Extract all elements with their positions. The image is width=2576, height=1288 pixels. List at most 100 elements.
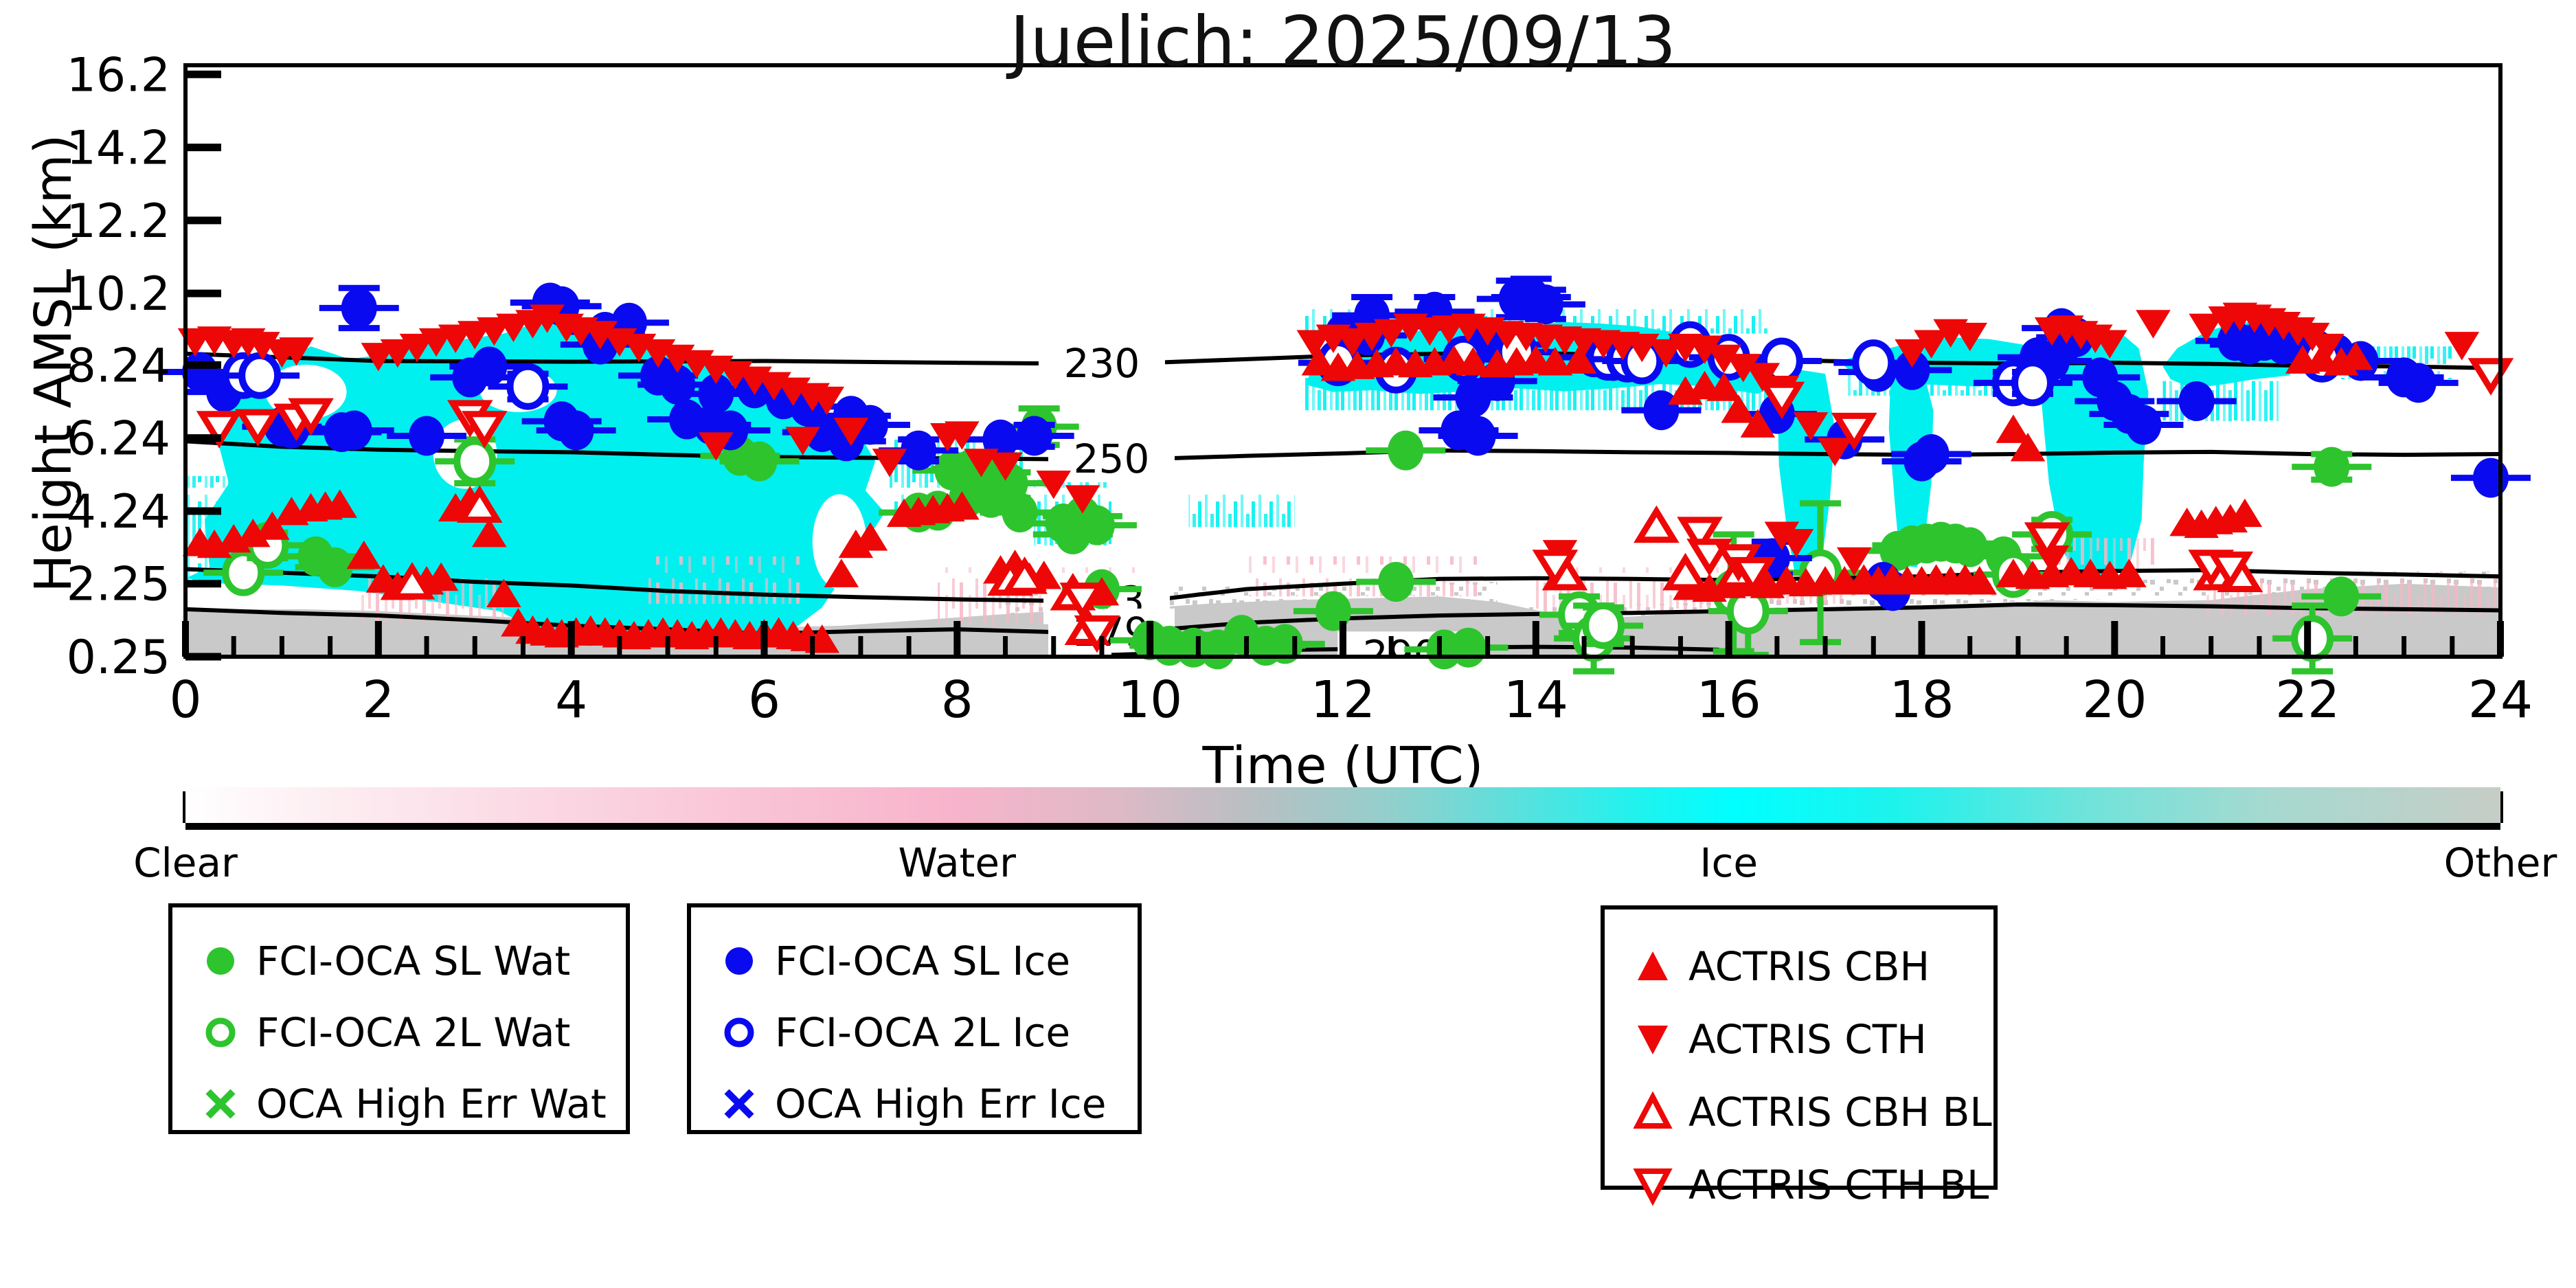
legend-actris: ACTRIS CBH ACTRIS CTH ACTRIS CBH BL ACTRIS …: [1601, 905, 1998, 1208]
tri-down-filled-marker: [964, 449, 999, 477]
region-ice-hole-4: [812, 494, 867, 589]
glyph: [1633, 1168, 1673, 1206]
tri-up-open-marker: [1662, 552, 1708, 591]
x-tick-label: 20: [2082, 670, 2147, 730]
x-tick-label: 12: [1311, 670, 1375, 730]
series-actris-cth-bl: [196, 358, 2514, 653]
y-tick-label: 10.2: [67, 267, 170, 321]
y-tick-label: 6.24: [67, 412, 170, 466]
legend-marker-x-icon: [205, 1089, 236, 1119]
x-tick-label: 2: [362, 670, 394, 730]
circle-open-marker: [1852, 339, 1895, 387]
tri-down-filled-marker: [2444, 332, 2480, 361]
tri-down-open-marker: [196, 411, 242, 449]
tri-down-filled-marker: [698, 432, 734, 461]
tri-down-filled-marker: [583, 321, 618, 350]
contour-label-bg-250: [1048, 435, 1175, 482]
circle-filled-marker: [2178, 381, 2215, 421]
tri-up-filled-marker: [1740, 409, 1776, 438]
tri-up-filled-marker: [1706, 372, 1741, 401]
circle-open-marker: [2291, 615, 2334, 662]
y-tick-label: 16.2: [67, 48, 170, 102]
legend-marker-tri-up-filled-icon: [1638, 951, 1668, 980]
legend-item-fci-oca-sl-ice: FCI-OCA SL Ice: [719, 928, 1117, 994]
legend-ice: FCI-OCA SL Ice FCI-OCA 2L Ice OCA High Err…: [687, 903, 1142, 1134]
legend-item-fci-oca-2l-wat: FCI-OCA 2L Wat: [200, 999, 605, 1065]
circle-filled-marker: [901, 430, 937, 471]
legend-item-label: FCI-OCA SL Ice: [775, 938, 1071, 984]
glyph: [724, 1089, 754, 1119]
x-axis-label: Time (UTC): [1202, 736, 1484, 795]
tri-down-filled-marker: [1036, 471, 1072, 499]
legend-item-label: OCA High Err Wat: [256, 1081, 607, 1127]
x-tick-label: 8: [941, 670, 973, 730]
colorbar-baseline: [185, 823, 2500, 830]
tri-down-filled-marker: [1793, 412, 1829, 441]
legend-item-label: ACTRIS CTH BL: [1688, 1162, 1989, 1208]
y-tick-label: 12.2: [67, 194, 170, 249]
legend-marker-circle-filled-icon: [207, 947, 234, 975]
tri-down-open-marker: [1677, 517, 1723, 554]
tri-up-filled-marker: [322, 489, 357, 518]
tri-down-open-marker: [234, 409, 281, 447]
circle-filled-marker: [558, 410, 594, 451]
circle-filled-marker: [1913, 434, 1950, 475]
tri-down-filled-marker: [945, 421, 980, 450]
tri-down-open-marker: [2024, 522, 2070, 560]
tri-down-open-marker: [1730, 556, 1776, 595]
tri-up-filled-marker: [838, 529, 874, 558]
x-tick-label: 14: [1504, 670, 1568, 730]
circle-filled-marker: [973, 477, 1009, 518]
legend-marker-tri-down-open-icon: [1633, 1168, 1673, 1206]
tri-down-open-marker: [1831, 412, 1877, 451]
tri-down-open-marker: [1059, 583, 1106, 620]
legend-item-label: FCI-OCA 2L Wat: [256, 1009, 571, 1056]
tri-up-filled-marker: [486, 578, 521, 608]
tri-up-filled-marker: [2112, 558, 2147, 587]
circle-filled-marker: [2400, 363, 2437, 403]
tri-down-filled-marker: [833, 418, 869, 447]
contour-279: [1164, 602, 2500, 632]
circle-open-marker: [506, 363, 550, 410]
circle-open-marker: [222, 549, 265, 596]
tri-down-filled-marker: [1373, 319, 1409, 348]
tri-up-filled-marker: [2338, 341, 2373, 370]
x-tick-label: 4: [555, 670, 587, 730]
tri-down-filled-marker: [1296, 330, 1332, 359]
legend-item-oca-high-err-wat: OCA High Err Wat: [200, 1071, 607, 1137]
glyph: [724, 1017, 754, 1048]
tri-down-filled-marker: [530, 304, 565, 333]
legend-item-actris-cth-bl: ACTRIS CTH BL: [1632, 1149, 1989, 1221]
series-fci-oca-sl-wat: [275, 405, 2382, 670]
circle-filled-marker: [1016, 416, 1052, 456]
tri-down-filled-marker: [2136, 310, 2171, 339]
tri-up-filled-marker: [2227, 498, 2263, 528]
region-ice-streak-mid-3: [1188, 490, 1295, 528]
circle-filled-marker: [471, 346, 508, 387]
x-tick-label: 0: [169, 670, 201, 730]
tri-up-open-marker: [389, 562, 436, 600]
tri-up-open-marker: [456, 485, 503, 523]
tri-up-filled-marker: [235, 518, 271, 547]
circle-filled-marker: [1450, 627, 1487, 668]
tri-up-filled-marker: [346, 540, 382, 569]
classification-colorbar: [185, 787, 2500, 823]
contour-273: [1159, 568, 2500, 602]
tri-down-filled-marker: [809, 386, 845, 416]
legend-marker-circle-open-icon: [205, 1017, 236, 1048]
circle-open-marker: [1582, 602, 1625, 649]
tri-down-open-marker: [461, 411, 508, 449]
legend-ice-items: FCI-OCA SL Ice FCI-OCA 2L Ice OCA High Err…: [719, 928, 1117, 1137]
contour-label-bg-230: [1038, 340, 1165, 387]
tri-down-filled-marker: [1895, 339, 1930, 368]
tri-down-filled-marker: [2189, 313, 2224, 343]
tri-up-filled-marker: [423, 562, 459, 591]
tri-down-open-marker: [2467, 358, 2514, 396]
circle-filled-marker: [1527, 284, 1563, 325]
x-tick-label: 6: [748, 670, 780, 730]
tri-down-filled-marker: [1687, 335, 1722, 364]
legend-item-label: OCA High Err Ice: [775, 1081, 1107, 1127]
tri-down-filled-marker: [1778, 529, 1814, 558]
